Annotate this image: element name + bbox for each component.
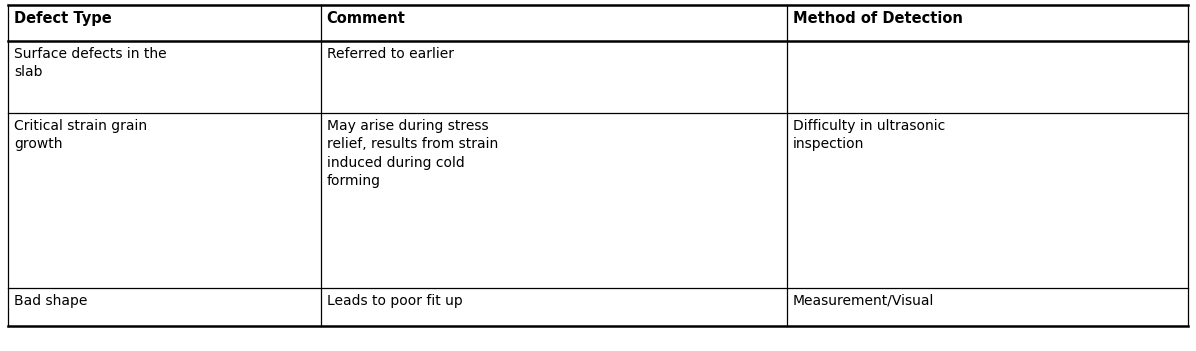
Text: Comment: Comment	[327, 11, 405, 26]
Text: Bad shape: Bad shape	[14, 294, 87, 308]
Text: Method of Detection: Method of Detection	[793, 11, 963, 26]
Text: Defect Type: Defect Type	[14, 11, 111, 26]
Text: Leads to poor fit up: Leads to poor fit up	[327, 294, 463, 308]
Text: Difficulty in ultrasonic
inspection: Difficulty in ultrasonic inspection	[793, 119, 945, 151]
Text: Measurement/Visual: Measurement/Visual	[793, 294, 934, 308]
Text: Critical strain grain
growth: Critical strain grain growth	[14, 119, 147, 151]
Text: Surface defects in the
slab: Surface defects in the slab	[14, 47, 166, 79]
Text: Referred to earlier: Referred to earlier	[327, 47, 453, 61]
Text: May arise during stress
relief, results from strain
induced during cold
forming: May arise during stress relief, results …	[327, 119, 498, 188]
